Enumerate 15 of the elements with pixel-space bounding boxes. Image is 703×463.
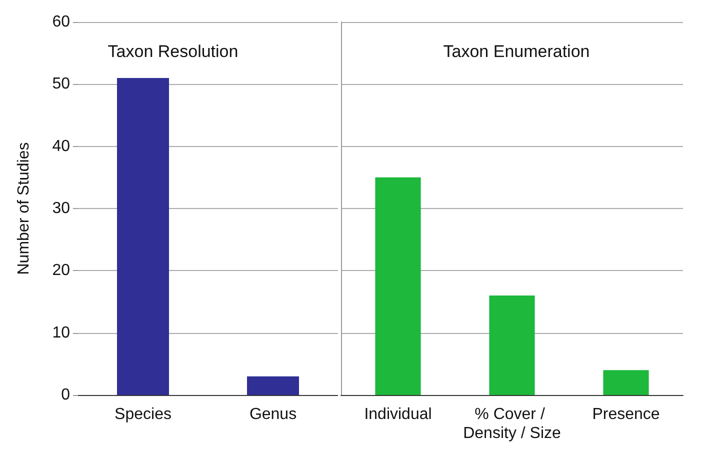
x-tick-label: Individual (364, 406, 432, 423)
x-tick-label: Species (114, 406, 172, 423)
text: Taxon Enumeration (443, 42, 590, 61)
y-tick-label: 30 (52, 200, 70, 217)
y-tick-label: 10 (52, 324, 70, 342)
y-tick-label: 50 (52, 76, 70, 93)
y-axis-title: Number of Studies (16, 142, 32, 275)
x-tick-label: % Cover / Density / Size (463, 406, 562, 442)
y-tick-label: 60 (52, 14, 70, 30)
y-tick-label: 20 (52, 262, 70, 280)
x-tick-label: Genus (249, 406, 297, 423)
text: Taxon Resolution (108, 42, 238, 61)
x-tick-label: Presence (592, 406, 660, 423)
y-tick-label: 0 (61, 386, 70, 404)
y-tick-label: 40 (52, 138, 70, 155)
